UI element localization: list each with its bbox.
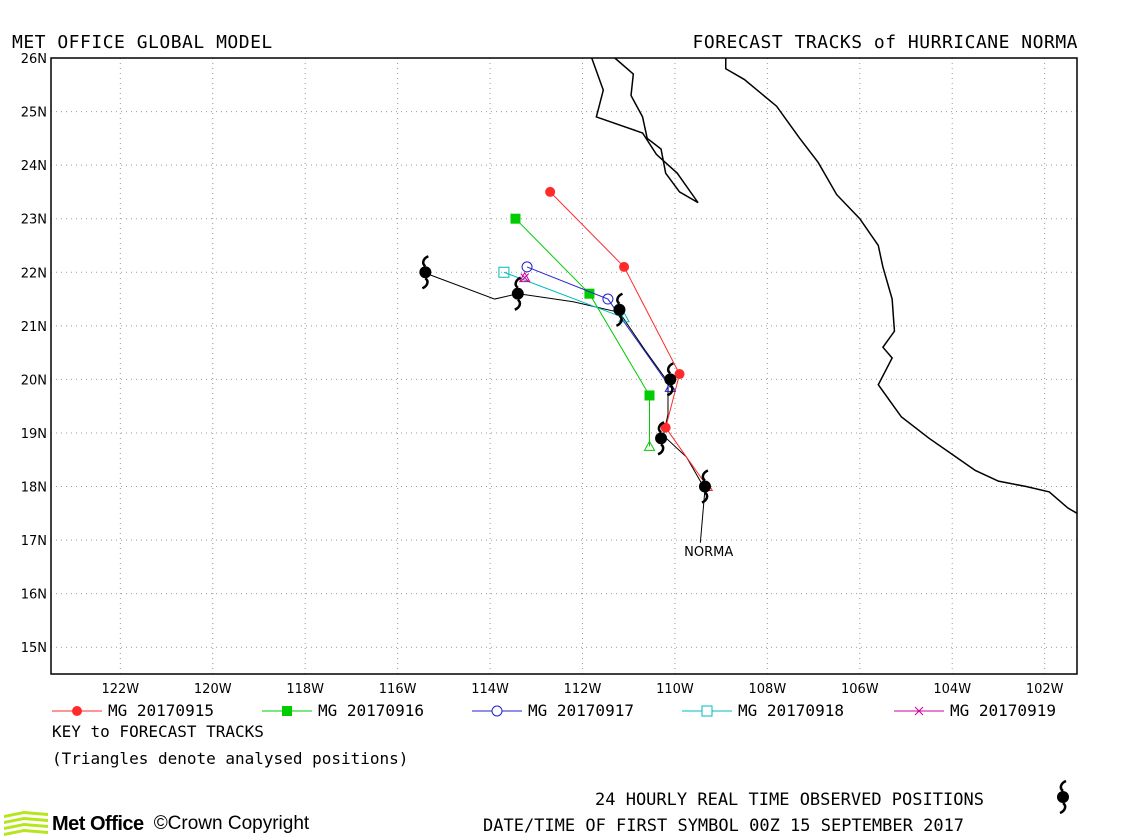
- open-circle-marker-icon: [472, 705, 522, 716]
- forecast-track-line: [526, 266, 671, 388]
- copyright-notice: ©Crown Copyright: [153, 813, 310, 834]
- y-tick-label: 25N: [21, 106, 47, 121]
- forecast-point: [510, 213, 521, 224]
- hurricane-arm: [421, 255, 429, 268]
- plot-frame: [50, 57, 1078, 675]
- legend-label: MG 20170918: [738, 701, 844, 720]
- forecast-point: [520, 273, 530, 282]
- y-tick-label: 17N: [21, 534, 47, 549]
- analysed-position-triangle: [518, 271, 531, 283]
- hurricane-symbol-icon: [664, 362, 677, 397]
- hurricane-eye: [613, 303, 626, 316]
- legend-label: MG 20170917: [528, 701, 634, 720]
- x-tick-label: 122W: [101, 682, 139, 697]
- legend-item-0919: MG 20170919: [894, 700, 1056, 720]
- hurricane-eye: [511, 287, 524, 300]
- legend-item-0918: MG 20170918: [682, 700, 844, 720]
- coastline: [591, 57, 699, 204]
- y-tick-label: 26N: [21, 52, 47, 67]
- hurricane-arm: [616, 292, 624, 305]
- y-tick-label: 22N: [21, 266, 47, 281]
- x-tick-label: 120W: [194, 682, 232, 697]
- hurricane-symbol-icon: [511, 276, 524, 311]
- legend-item-0916: MG 20170916: [262, 700, 424, 720]
- legend-item-0915: MG 20170915: [52, 700, 214, 720]
- met-office-logo: Met Office ©Crown Copyright: [4, 810, 309, 838]
- x-tick-label: 116W: [379, 682, 417, 697]
- x-tick-label: 108W: [749, 682, 787, 697]
- forecast-point: [602, 293, 614, 305]
- hurricane-eye: [419, 266, 432, 279]
- forecast-point: [674, 369, 685, 380]
- legend-label: MG 20170916: [318, 701, 424, 720]
- open-square-marker-icon: [682, 705, 732, 716]
- analysed-position-triangle: [643, 440, 656, 451]
- hurricane-eye: [655, 432, 668, 445]
- hurricane-eye: [664, 373, 677, 386]
- hurricane-arm: [514, 276, 522, 289]
- y-tick-label: 20N: [21, 373, 47, 388]
- hurricane-symbol-icon: [613, 292, 626, 327]
- storm-name-label: NORMA: [684, 545, 733, 560]
- forecast-point: [660, 422, 671, 433]
- first-symbol-datetime: DATE/TIME OF FIRST SYMBOL 00Z 15 SEPTEMB…: [483, 816, 965, 836]
- filled-circle-marker-icon: [52, 705, 102, 716]
- y-tick-label: 15N: [21, 641, 47, 656]
- hurricane-arm: [666, 362, 674, 375]
- cross-marker-icon: [894, 706, 944, 715]
- forecast-track-line: [503, 271, 625, 319]
- hurricane-arm: [514, 298, 522, 311]
- forecast-track-line: [549, 191, 708, 487]
- x-tick-label: 114W: [471, 682, 509, 697]
- forecast-point: [521, 261, 533, 273]
- hurricane-arm: [421, 277, 429, 290]
- hurricane-symbol-icon: [655, 421, 668, 456]
- hurricane-arm: [701, 491, 709, 504]
- forecast-point: [619, 261, 630, 272]
- hurricane-symbol-icon: [419, 255, 432, 290]
- key-note: (Triangles denote analysed positions): [52, 749, 409, 768]
- forecast-point: [584, 288, 595, 299]
- legend-item-0917: MG 20170917: [472, 700, 634, 720]
- legend-label: MG 20170919: [950, 701, 1056, 720]
- legend-label: MG 20170915: [108, 701, 214, 720]
- chart-title: FORECAST TRACKS of HURRICANE NORMA: [692, 32, 1078, 53]
- x-tick-label: 102W: [1026, 682, 1064, 697]
- y-tick-label: 23N: [21, 213, 47, 228]
- hurricane-arm: [657, 443, 665, 456]
- filled-square-marker-icon: [262, 705, 312, 716]
- page-title: MET OFFICE GLOBAL MODEL: [12, 32, 273, 53]
- track-map: 122W 120W 118W 116W 114W 112W 110W 108W 106W 104W…: [21, 52, 1078, 697]
- x-tick-label: 118W: [286, 682, 324, 697]
- x-tick-label: 106W: [841, 682, 879, 697]
- y-tick-label: 18N: [21, 481, 47, 496]
- observed-positions-note: 24 HOURLY REAL TIME OBSERVED POSITIONS: [595, 790, 984, 810]
- x-tick-label: 104W: [933, 682, 971, 697]
- key-title: KEY to FORECAST TRACKS: [52, 722, 264, 741]
- forecast-point: [545, 186, 556, 197]
- observed-track-line: [422, 271, 706, 543]
- met-office-wave-icon: [4, 811, 48, 836]
- y-tick-label: 16N: [21, 588, 47, 603]
- x-tick-label: 110W: [656, 682, 694, 697]
- hurricane-symbol-icon: [1057, 780, 1069, 814]
- hurricane-arm: [657, 421, 665, 434]
- hurricane-eye: [698, 480, 711, 493]
- forecast-track-line: [515, 218, 650, 447]
- forecast-point: [498, 266, 510, 278]
- hurricane-arm: [615, 314, 623, 327]
- forecast-point: [644, 390, 655, 401]
- y-tick-label: 21N: [21, 320, 47, 335]
- x-tick-label: 112W: [564, 682, 602, 697]
- hurricane-arm: [701, 469, 709, 482]
- logo-text: Met Office: [52, 812, 144, 835]
- hurricane-symbol-icon: [698, 469, 711, 504]
- hurricane-arm: [666, 384, 674, 397]
- coastline: [725, 58, 1078, 514]
- y-tick-label: 19N: [21, 427, 47, 442]
- y-tick-label: 24N: [21, 159, 47, 174]
